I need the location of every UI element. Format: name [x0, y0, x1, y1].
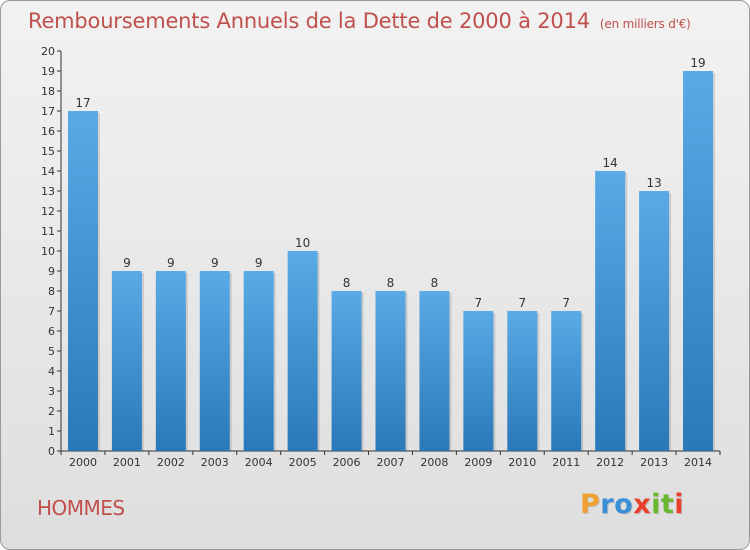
logo-letter: o	[614, 489, 634, 520]
bar	[507, 311, 538, 451]
y-tick-label: 16	[41, 125, 55, 138]
x-tick-label: 2003	[201, 456, 229, 469]
data-label: 10	[295, 236, 310, 250]
data-label: 17	[75, 96, 90, 110]
data-label: 7	[475, 296, 483, 310]
data-label: 7	[562, 296, 570, 310]
y-tick-label: 3	[48, 385, 55, 398]
data-label: 7	[518, 296, 526, 310]
bar	[243, 271, 274, 451]
x-tick-label: 2007	[377, 456, 405, 469]
x-tick-label: 2011	[552, 456, 580, 469]
bar	[67, 111, 98, 451]
y-tick-label: 19	[41, 65, 55, 78]
proxiti-logo: Proxiti	[580, 489, 684, 520]
data-label: 14	[603, 156, 618, 170]
x-tick-label: 2008	[420, 456, 448, 469]
bar	[331, 291, 362, 451]
y-tick-label: 20	[41, 45, 55, 58]
data-label: 13	[646, 176, 661, 190]
chart-subtitle: (en milliers d'€)	[599, 17, 691, 31]
logo-letter: P	[580, 489, 601, 520]
y-tick-label: 8	[48, 285, 55, 298]
x-tick-label: 2001	[113, 456, 141, 469]
chart-title: Remboursements Annuels de la Dette de 20…	[28, 9, 691, 33]
x-tick-label: 2010	[508, 456, 536, 469]
x-tick-label: 2009	[464, 456, 492, 469]
y-tick-label: 9	[48, 265, 55, 278]
data-label: 9	[167, 256, 175, 270]
data-label: 9	[123, 256, 131, 270]
bar	[111, 271, 142, 451]
y-tick-label: 12	[41, 205, 55, 218]
data-label: 9	[255, 256, 263, 270]
y-tick-label: 5	[48, 345, 55, 358]
bar	[155, 271, 186, 451]
y-tick-label: 2	[48, 405, 55, 418]
bar	[463, 311, 494, 451]
bar	[595, 171, 626, 451]
x-tick-label: 2012	[596, 456, 624, 469]
bar	[639, 191, 670, 451]
y-tick-label: 4	[48, 365, 55, 378]
y-tick-label: 14	[41, 165, 55, 178]
x-tick-label: 2000	[69, 456, 97, 469]
bar	[375, 291, 406, 451]
data-label: 8	[387, 276, 395, 290]
x-tick-label: 2014	[684, 456, 712, 469]
y-tick-label: 10	[41, 245, 55, 258]
y-tick-label: 1	[48, 425, 55, 438]
x-tick-label: 2013	[640, 456, 668, 469]
bar	[419, 291, 450, 451]
y-tick-label: 13	[41, 185, 55, 198]
logo-letter: t	[660, 489, 675, 520]
data-label: 9	[211, 256, 219, 270]
title-text: Remboursements Annuels de la Dette de 20…	[28, 9, 590, 33]
commune-name: HOMMES	[37, 496, 125, 520]
x-tick-label: 2006	[333, 456, 361, 469]
y-tick-label: 6	[48, 325, 55, 338]
y-tick-label: 15	[41, 145, 55, 158]
y-tick-label: 18	[41, 85, 55, 98]
logo-letter: i	[651, 489, 661, 520]
y-tick-label: 17	[41, 105, 55, 118]
y-tick-label: 0	[48, 445, 55, 458]
logo-letter: r	[600, 489, 615, 520]
data-label: 8	[431, 276, 439, 290]
x-tick-label: 2002	[157, 456, 185, 469]
x-tick-label: 2005	[289, 456, 317, 469]
y-tick-label: 7	[48, 305, 55, 318]
data-label: 19	[690, 56, 705, 70]
data-label: 8	[343, 276, 351, 290]
bar	[287, 251, 318, 451]
x-tick-label: 2004	[245, 456, 273, 469]
bar	[199, 271, 230, 451]
logo-letter: i	[674, 489, 685, 520]
y-tick-label: 11	[41, 225, 55, 238]
bar	[683, 71, 714, 451]
logo-letter: x	[633, 489, 652, 520]
bar	[551, 311, 582, 451]
